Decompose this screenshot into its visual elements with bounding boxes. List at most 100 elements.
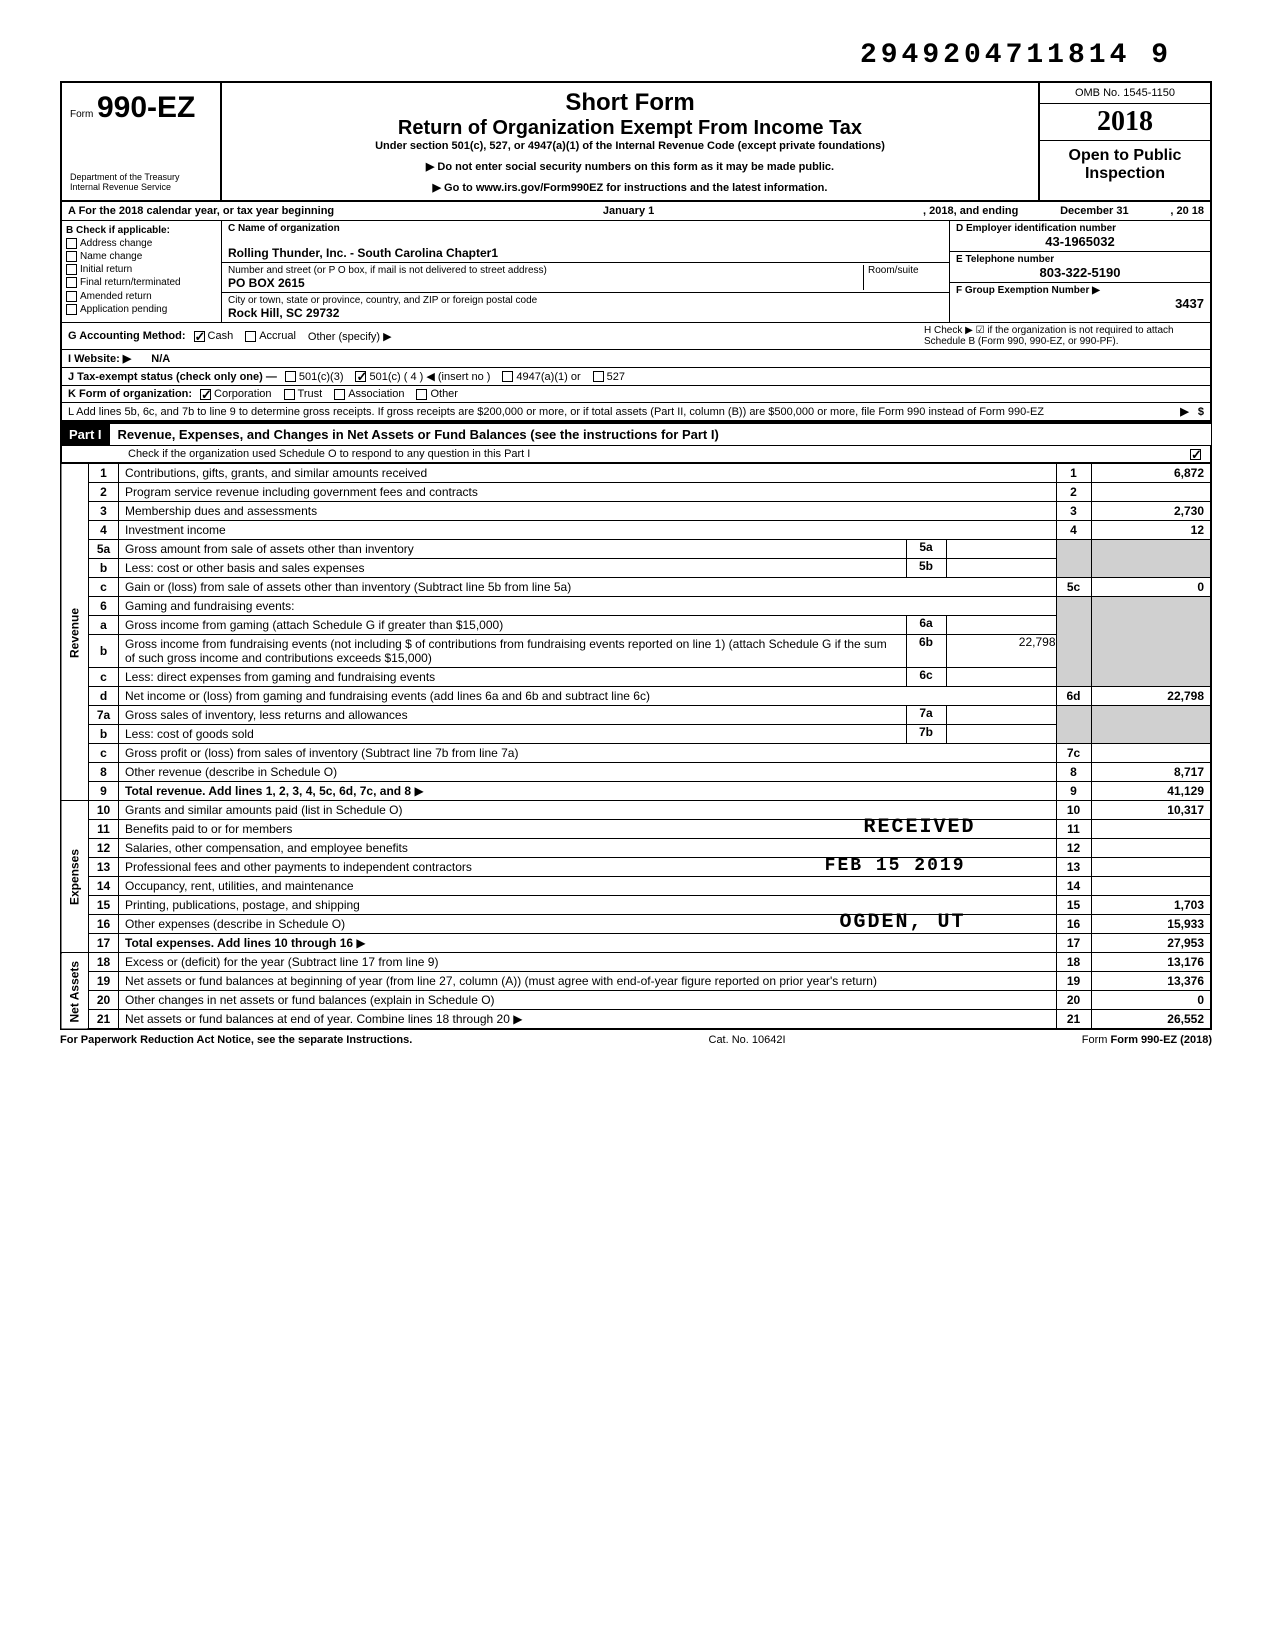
col-b: B Check if applicable: Address change Na… bbox=[62, 221, 222, 322]
org-city: Rock Hill, SC 29732 bbox=[228, 306, 943, 320]
col-c: C Name of organization Rolling Thunder, … bbox=[222, 221, 950, 322]
chk-trust[interactable] bbox=[284, 389, 295, 400]
line-1-amount: 6,872 bbox=[1091, 464, 1211, 483]
netassets-side-label: Net Assets bbox=[61, 953, 89, 1030]
chk-final-return[interactable]: Final return/terminated bbox=[66, 277, 217, 288]
line-11-desc: Benefits paid to or for members RECEIVED bbox=[119, 820, 1057, 839]
arrow-line-2: ▶ Go to www.irs.gov/Form990EZ for instru… bbox=[232, 181, 1028, 194]
line-7b-desc: Less: cost of goods sold7b bbox=[119, 725, 1057, 744]
i-label: I Website: ▶ bbox=[68, 352, 131, 365]
tax-year: 2018 bbox=[1040, 104, 1210, 141]
col-d: D Employer identification number 43-1965… bbox=[950, 221, 1210, 322]
footer-left: For Paperwork Reduction Act Notice, see … bbox=[60, 1034, 412, 1046]
chk-527[interactable] bbox=[593, 371, 604, 382]
chk-application-pending[interactable]: Application pending bbox=[66, 304, 217, 315]
line-21-desc: Net assets or fund balances at end of ye… bbox=[119, 1010, 1057, 1030]
omb-number: OMB No. 1545-1150 bbox=[1040, 83, 1210, 104]
g-other: Other (specify) ▶ bbox=[308, 330, 392, 343]
document-number: 2949204711814 9 bbox=[60, 40, 1212, 71]
form-number: 990-EZ bbox=[97, 91, 195, 124]
section-bcd: B Check if applicable: Address change Na… bbox=[60, 221, 1212, 323]
ogden-stamp: OGDEN, UT bbox=[839, 911, 965, 934]
department-label: Department of the Treasury Internal Reve… bbox=[70, 172, 212, 192]
website-value: N/A bbox=[151, 353, 170, 365]
line-1-box: 1 bbox=[1056, 464, 1091, 483]
chk-501c3[interactable] bbox=[285, 371, 296, 382]
line-a-mid: , 2018, and ending bbox=[917, 202, 1024, 220]
main-data-table: Revenue 1 Contributions, gifts, grants, … bbox=[60, 463, 1212, 1030]
line-a: A For the 2018 calendar year, or tax yea… bbox=[60, 202, 1212, 221]
period-begin: January 1 bbox=[340, 202, 917, 220]
open-to-public: Open to Public Inspection bbox=[1040, 141, 1210, 189]
chk-name-change[interactable]: Name change bbox=[66, 251, 217, 262]
period-end: December 31 bbox=[1024, 202, 1164, 220]
g-label: G Accounting Method: bbox=[68, 330, 186, 342]
line-13-desc: Professional fees and other payments to … bbox=[119, 858, 1057, 877]
line-9-amount: 41,129 bbox=[1091, 782, 1211, 801]
line-8-amount: 8,717 bbox=[1091, 763, 1211, 782]
line-16-amount: 15,933 bbox=[1091, 915, 1211, 934]
line-i: I Website: ▶ N/A bbox=[60, 350, 1212, 368]
city-label: City or town, state or province, country… bbox=[228, 295, 943, 306]
line-18-desc: Excess or (deficit) for the year (Subtra… bbox=[119, 953, 1057, 972]
chk-schedule-o[interactable] bbox=[1190, 449, 1201, 460]
b-header: B Check if applicable: bbox=[66, 225, 217, 236]
k-label: K Form of organization: bbox=[68, 388, 192, 400]
line-k: K Form of organization: Corporation Trus… bbox=[60, 386, 1212, 403]
received-stamp: RECEIVED bbox=[863, 816, 975, 839]
c-label: C Name of organization bbox=[228, 223, 943, 234]
chk-other-org[interactable] bbox=[416, 389, 427, 400]
short-form-title: Short Form bbox=[232, 89, 1028, 117]
line-h-text: H Check ▶ ☑ if the organization is not r… bbox=[924, 325, 1204, 347]
chk-cash[interactable] bbox=[194, 331, 205, 342]
line-16-desc: Other expenses (describe in Schedule O) … bbox=[119, 915, 1057, 934]
chk-corporation[interactable] bbox=[200, 389, 211, 400]
phone-value: 803-322-5190 bbox=[956, 265, 1204, 280]
line-3-amount: 2,730 bbox=[1091, 502, 1211, 521]
chk-501c[interactable] bbox=[355, 371, 366, 382]
chk-amended-return[interactable]: Amended return bbox=[66, 291, 217, 302]
line-14-amount bbox=[1091, 877, 1211, 896]
line-5c-desc: Gain or (loss) from sale of assets other… bbox=[119, 578, 1057, 597]
line-9-desc: Total revenue. Add lines 1, 2, 3, 4, 5c,… bbox=[119, 782, 1057, 801]
chk-initial-return[interactable]: Initial return bbox=[66, 264, 217, 275]
line-2-amount bbox=[1091, 483, 1211, 502]
line-1-desc: Contributions, gifts, grants, and simila… bbox=[119, 464, 1057, 483]
group-value: 3437 bbox=[956, 296, 1204, 311]
arrow-line-1: ▶ Do not enter social security numbers o… bbox=[232, 160, 1028, 173]
line-6d-desc: Net income or (loss) from gaming and fun… bbox=[119, 687, 1057, 706]
return-title: Return of Organization Exempt From Incom… bbox=[232, 117, 1028, 140]
line-10-amount: 10,317 bbox=[1091, 801, 1211, 820]
expenses-side-label: Expenses bbox=[61, 801, 89, 953]
line-18-amount: 13,176 bbox=[1091, 953, 1211, 972]
line-11-amount bbox=[1091, 820, 1211, 839]
ein-label: D Employer identification number bbox=[956, 223, 1204, 234]
org-name: Rolling Thunder, Inc. - South Carolina C… bbox=[228, 234, 943, 260]
form-id-cell: Form 990-EZ Department of the Treasury I… bbox=[62, 83, 222, 200]
line-4-desc: Investment income bbox=[119, 521, 1057, 540]
part1-header-row: Part I Revenue, Expenses, and Changes in… bbox=[60, 422, 1212, 446]
line-6b-desc: Gross income from fundraising events (no… bbox=[119, 635, 1057, 668]
line-6a-desc: Gross income from gaming (attach Schedul… bbox=[119, 616, 1057, 635]
chk-address-change[interactable]: Address change bbox=[66, 238, 217, 249]
line-a-label: A For the 2018 calendar year, or tax yea… bbox=[62, 202, 340, 220]
chk-association[interactable] bbox=[334, 389, 345, 400]
form-prefix: Form bbox=[70, 109, 93, 120]
line-g-h: G Accounting Method: Cash Accrual Other … bbox=[60, 323, 1212, 350]
line-12-desc: Salaries, other compensation, and employ… bbox=[119, 839, 1057, 858]
line-5b-desc: Less: cost or other basis and sales expe… bbox=[119, 559, 1057, 578]
chk-4947[interactable] bbox=[502, 371, 513, 382]
line-20-amount: 0 bbox=[1091, 991, 1211, 1010]
date-stamp: FEB 15 2019 bbox=[825, 856, 966, 876]
room-suite-label: Room/suite bbox=[863, 265, 943, 290]
line-6d-amount: 22,798 bbox=[1091, 687, 1211, 706]
footer-right: Form Form 990-EZ (2018) bbox=[1082, 1034, 1212, 1046]
line-a-yr: , 20 18 bbox=[1164, 202, 1210, 220]
line-2-desc: Program service revenue including govern… bbox=[119, 483, 1057, 502]
part1-check-text: Check if the organization used Schedule … bbox=[68, 448, 1190, 460]
line-8-desc: Other revenue (describe in Schedule O) bbox=[119, 763, 1057, 782]
l-text: L Add lines 5b, 6c, and 7b to line 9 to … bbox=[68, 406, 1170, 418]
chk-accrual[interactable] bbox=[245, 331, 256, 342]
line-20-desc: Other changes in net assets or fund bala… bbox=[119, 991, 1057, 1010]
j-label: J Tax-exempt status (check only one) — bbox=[68, 371, 277, 383]
